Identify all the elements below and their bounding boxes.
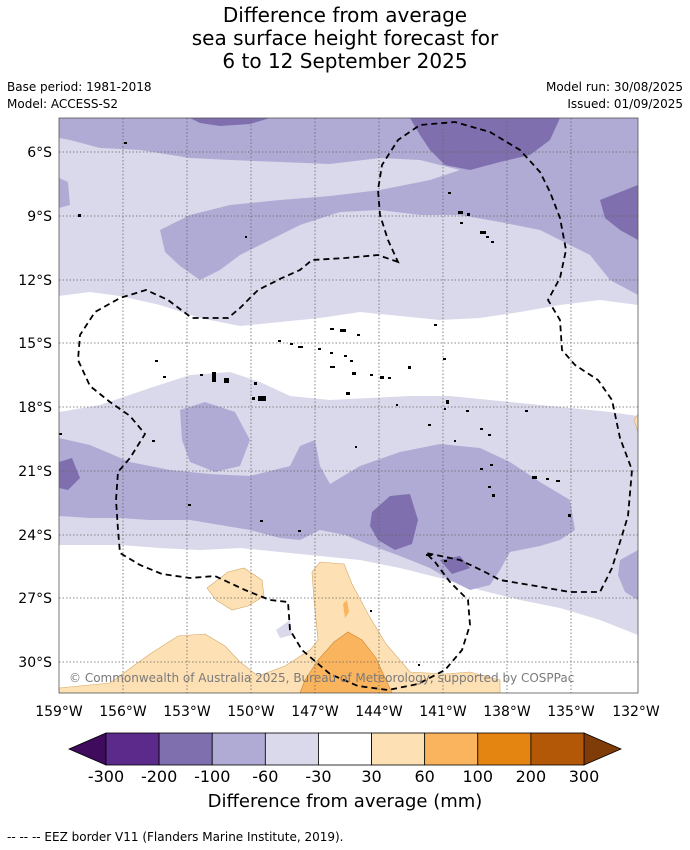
lat-tick: 27°S xyxy=(18,591,52,607)
lon-tick: 135°W xyxy=(547,704,595,720)
anomaly-region-neg60 xyxy=(618,550,638,600)
colorbar-cell xyxy=(371,732,426,766)
colorbar-tick: -100 xyxy=(194,767,230,786)
colorbar-ticks: -300 -200 -100 -60 -30 30 60 100 200 300 xyxy=(88,767,599,786)
anomaly-region-neg100 xyxy=(600,185,638,240)
colorbar-tick: 60 xyxy=(414,767,434,786)
anomaly-region-neg60 xyxy=(59,178,70,208)
lat-tick: 24°S xyxy=(18,528,52,544)
base-period: Base period: 1981-2018 xyxy=(7,80,152,94)
title-line-1: Difference from average xyxy=(222,3,468,27)
colorbar-label: Difference from average (mm) xyxy=(207,791,483,812)
colorbar-cell xyxy=(424,732,479,766)
meta-right: Model run: 30/08/2025 Issued: 01/09/2025 xyxy=(546,79,683,113)
anomaly-region-pos30 xyxy=(59,561,501,693)
colorbar-tick: -300 xyxy=(88,767,124,786)
lon-tick: 159°W xyxy=(35,704,83,720)
lat-tick: 30°S xyxy=(18,655,52,671)
model-name: Model: ACCESS-S2 xyxy=(7,97,119,111)
map-panel: © Commonwealth of Australia 2025, Bureau… xyxy=(59,118,638,693)
map-frame xyxy=(58,117,639,694)
lon-tick: 147°W xyxy=(291,704,339,720)
lon-tick: 150°W xyxy=(227,704,275,720)
colorbar-tick: 300 xyxy=(569,767,600,786)
anomaly-region-pos60 xyxy=(343,600,349,618)
lat-tick: 9°S xyxy=(27,209,52,225)
colorbar-cell xyxy=(211,732,266,766)
anomaly-region-pos30 xyxy=(633,413,638,433)
lon-tick: 132°W xyxy=(612,704,660,720)
anomaly-region-neg100 xyxy=(370,494,418,550)
colorbar-cell xyxy=(158,732,213,766)
copyright-text: © Commonwealth of Australia 2025, Bureau… xyxy=(69,671,574,685)
colorbar-tick: -60 xyxy=(252,767,278,786)
anomaly-region-neg100 xyxy=(190,118,270,126)
colorbar-extend-left xyxy=(67,732,107,766)
anomaly-region-pos60 xyxy=(299,631,393,693)
lon-tick: 156°W xyxy=(99,704,147,720)
colorbar-tick: 100 xyxy=(463,767,494,786)
lon-tick: 141°W xyxy=(419,704,467,720)
anomaly-region-neg60 xyxy=(59,438,575,590)
issued-date: Issued: 01/09/2025 xyxy=(567,97,683,111)
lat-tick: 15°S xyxy=(18,336,52,352)
colorbar: -300 -200 -100 -60 -30 30 60 100 200 300 xyxy=(67,732,623,786)
eez-borders xyxy=(77,121,633,691)
lon-tick-labels: 159°W 156°W 153°W 150°W 147°W 144°W 141°… xyxy=(35,704,660,720)
colorbar-tick: -30 xyxy=(305,767,331,786)
gridlines xyxy=(59,118,638,693)
colorbar-cell xyxy=(530,732,585,766)
colorbar-cell xyxy=(477,732,532,766)
lat-tick: 21°S xyxy=(18,464,52,480)
model-run: Model run: 30/08/2025 xyxy=(545,80,683,94)
anomaly-region-neg100 xyxy=(410,118,560,170)
lon-tick: 153°W xyxy=(163,704,211,720)
lon-tick: 138°W xyxy=(483,704,531,720)
anomaly-region-pos30 xyxy=(206,567,265,611)
anomaly-region-neg30 xyxy=(276,620,292,638)
lat-tick: 6°S xyxy=(27,145,52,161)
colorbar-tick: -200 xyxy=(141,767,177,786)
lat-tick-labels: 6°S 9°S 12°S 15°S 18°S 21°S 24°S 27°S 30… xyxy=(18,145,52,671)
lat-tick: 12°S xyxy=(18,273,52,289)
title-line-3: 6 to 12 September 2025 xyxy=(222,49,468,73)
colorbar-extend-right xyxy=(583,732,623,766)
anomaly-region-neg100 xyxy=(59,458,80,490)
colorbar-tick: 30 xyxy=(361,767,381,786)
colorbar-tick: 200 xyxy=(516,767,547,786)
meta-left: Base period: 1981-2018 Model: ACCESS-S2 xyxy=(7,79,152,113)
lat-tick: 18°S xyxy=(18,400,52,416)
eez-legend-note: -- -- -- EEZ border V11 (Flanders Marine… xyxy=(7,830,344,844)
colorbar-cell xyxy=(105,732,160,766)
map-title: Difference from average sea surface heig… xyxy=(0,4,690,73)
colorbar-cell xyxy=(318,732,372,766)
anomaly-region-neg60 xyxy=(180,402,250,472)
lon-tick: 144°W xyxy=(355,704,403,720)
colorbar-cell xyxy=(264,732,319,766)
colorbar-cells xyxy=(105,732,585,766)
title-line-2: sea surface height forecast for xyxy=(191,26,499,50)
